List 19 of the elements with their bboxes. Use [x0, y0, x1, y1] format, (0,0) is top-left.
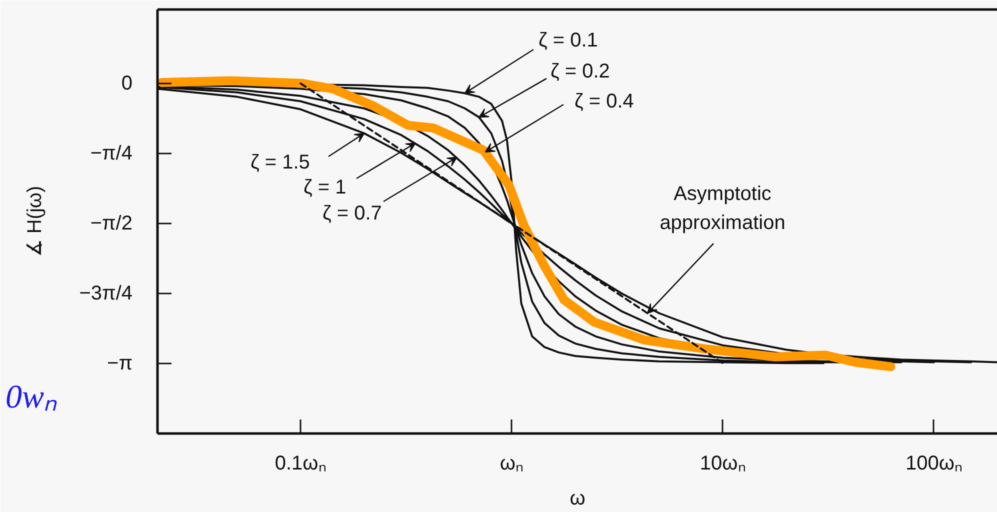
- y-tick-label: −3π/4: [79, 282, 132, 304]
- annotation: ζ = 0.2: [550, 60, 610, 82]
- x-tick-label: 10ωₙ: [700, 452, 746, 474]
- annotation: Asymptotic approximation: [660, 183, 786, 234]
- x-axis-title: ω: [570, 488, 586, 510]
- y-axis-title: ∡ H(jω): [24, 186, 46, 258]
- annotation: ζ = 0.4: [574, 90, 634, 112]
- annotation: ζ = 0.1: [538, 30, 598, 52]
- x-tick-label: 100ωₙ: [905, 452, 962, 474]
- y-tick-label: 0: [121, 72, 132, 94]
- text: 0wₙ: [6, 380, 58, 416]
- annotation: ζ = 1: [304, 176, 346, 198]
- y-tick-label: −π/2: [90, 212, 133, 234]
- annotation: ζ = 0.7: [322, 202, 382, 224]
- y-tick-label: −π/4: [90, 142, 133, 164]
- x-tick-label: 0.1ωₙ: [274, 452, 326, 474]
- y-tick-label: −π: [107, 352, 133, 374]
- annotation: ζ = 1.5: [250, 152, 310, 174]
- x-tick-label: ωₙ: [500, 452, 524, 474]
